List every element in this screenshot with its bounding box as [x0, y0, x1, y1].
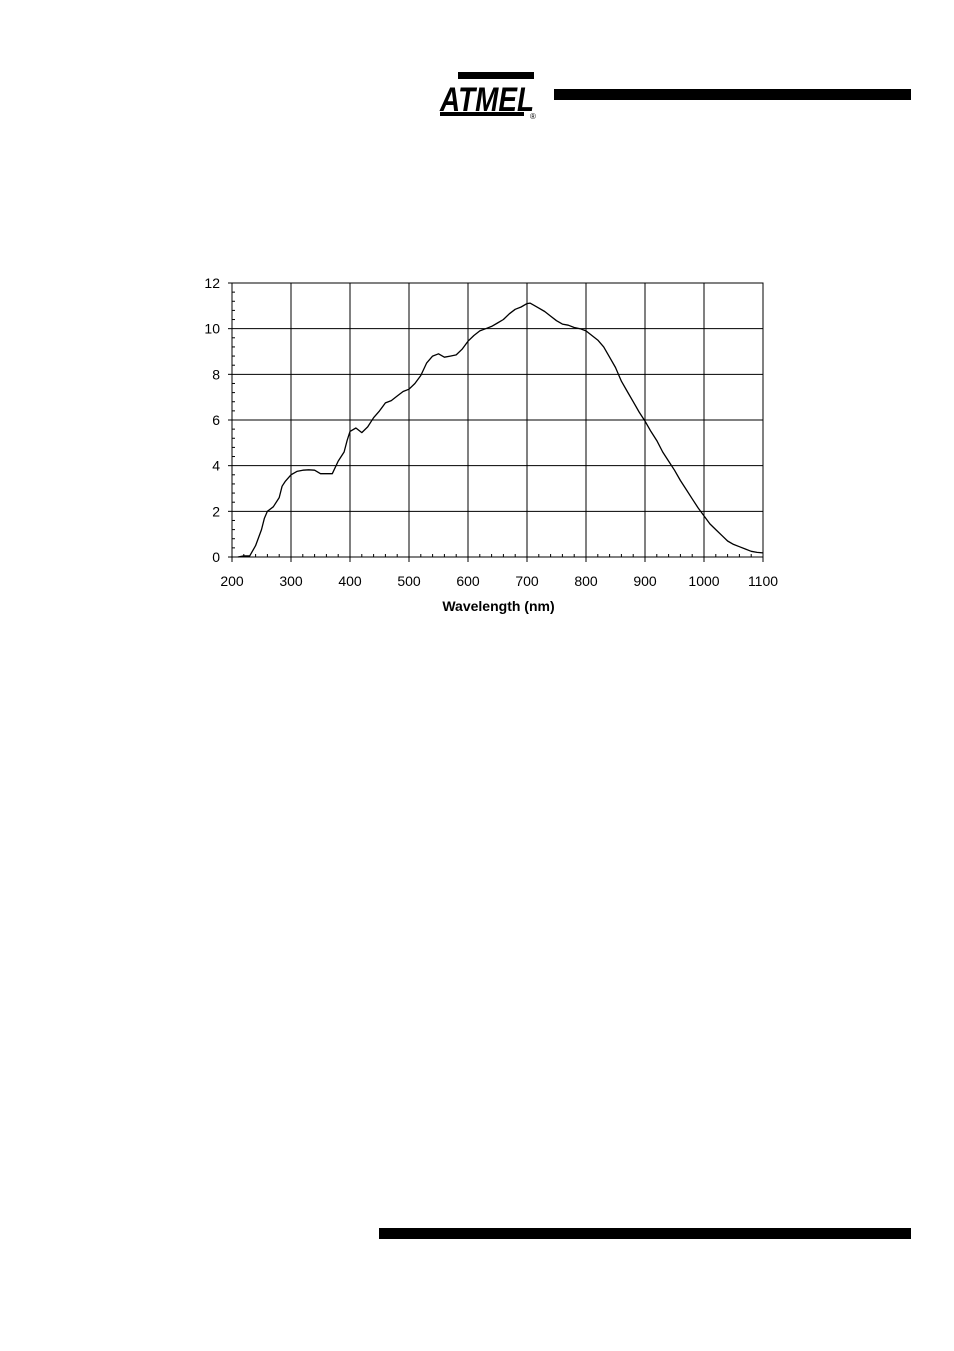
- x-axis-title: Wavelength (nm): [442, 598, 554, 614]
- y-tick-label: 4: [212, 458, 220, 474]
- x-tick-label: 600: [456, 573, 480, 589]
- y-tick-label: 2: [212, 503, 220, 519]
- x-tick-label: 300: [279, 573, 303, 589]
- series-line-0: [237, 302, 764, 558]
- y-tick-label: 6: [212, 412, 220, 428]
- spectral-response-chart: 200 300 400 500 600 700 800 900 1000 1100 0 2 4 6 8 10 1…: [204, 275, 778, 614]
- x-tick-label: 200: [220, 573, 244, 589]
- x-tick-label: 400: [338, 573, 362, 589]
- x-tick-label: 700: [515, 573, 539, 589]
- logo-top-bar: [458, 72, 534, 79]
- y-tick-label: 10: [204, 321, 220, 337]
- chart-svg: 200 300 400 500 600 700 800 900 1000 1100 0 2 4 6 8 10 1…: [204, 275, 778, 614]
- x-tick-label: 1100: [748, 573, 778, 589]
- logo-registered-mark: ®: [530, 112, 536, 120]
- atmel-logo: ATMEL ®: [438, 68, 542, 121]
- x-tick-label: 800: [574, 573, 598, 589]
- x-tick-label: 500: [397, 573, 421, 589]
- logo-bottom-bar: [440, 112, 524, 116]
- x-tick-label: 1000: [688, 573, 719, 589]
- y-tick-label: 12: [204, 275, 220, 291]
- y-tick-label: 8: [212, 366, 220, 382]
- header-rule: [554, 89, 911, 100]
- y-tick-label: 0: [212, 549, 220, 565]
- footer-rule: [379, 1228, 911, 1239]
- x-tick-label: 900: [633, 573, 657, 589]
